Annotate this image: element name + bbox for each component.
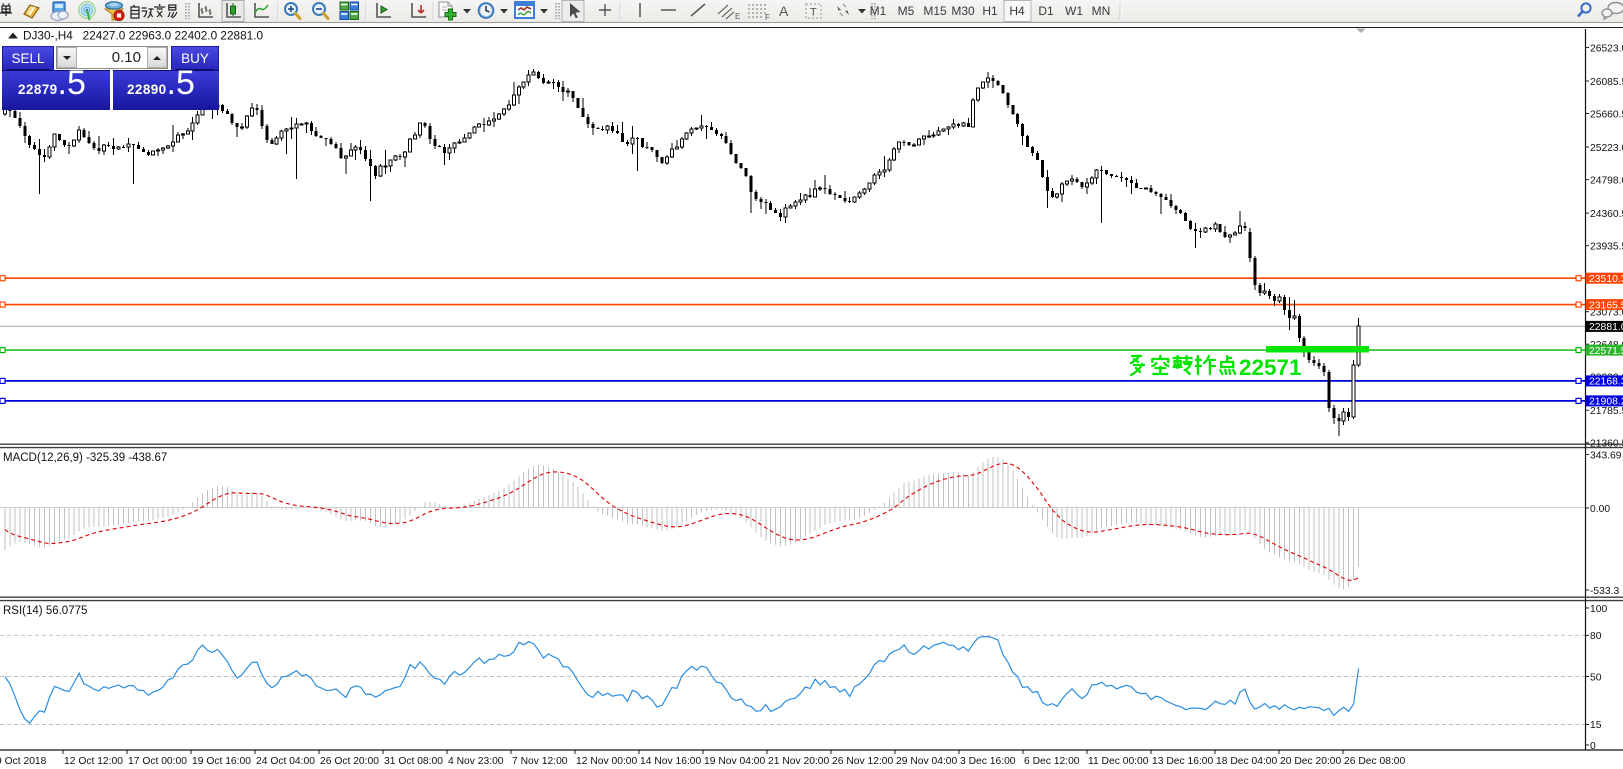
svg-text:31 Oct 08:00: 31 Oct 08:00	[384, 756, 443, 767]
svg-text:23165.5: 23165.5	[1589, 300, 1623, 311]
svg-text:F: F	[765, 13, 770, 22]
svg-text:A: A	[779, 3, 789, 19]
svg-text:0.00: 0.00	[1590, 504, 1610, 515]
svg-text:22168.3: 22168.3	[1589, 377, 1623, 388]
svg-text:29 Nov 04:00: 29 Nov 04:00	[896, 756, 958, 767]
svg-text:18 Dec 04:00: 18 Dec 04:00	[1216, 756, 1278, 767]
svg-text:12 Oct 12:00: 12 Oct 12:00	[64, 756, 123, 767]
svg-text:23073.0: 23073.0	[1590, 308, 1623, 319]
svg-text:14 Nov 16:00: 14 Nov 16:00	[640, 756, 702, 767]
svg-text:19 Oct 16:00: 19 Oct 16:00	[192, 756, 251, 767]
svg-text:-533.3: -533.3	[1590, 586, 1619, 597]
svg-text:17 Oct 00:00: 17 Oct 00:00	[128, 756, 187, 767]
svg-text:M15: M15	[923, 4, 947, 18]
svg-text:25223.0: 25223.0	[1590, 143, 1623, 154]
svg-text:24 Oct 04:00: 24 Oct 04:00	[256, 756, 315, 767]
svg-text:23510.3: 23510.3	[1589, 274, 1623, 285]
svg-text:7 Nov 12:00: 7 Nov 12:00	[512, 756, 568, 767]
svg-text:MACD(12,26,9) -325.39 -438.67: MACD(12,26,9) -325.39 -438.67	[3, 452, 167, 464]
svg-text:24798.0: 24798.0	[1590, 175, 1623, 186]
svg-text:RSI(14) 56.0775: RSI(14) 56.0775	[3, 605, 87, 617]
svg-text:22571: 22571	[1239, 355, 1302, 380]
svg-text:M5: M5	[898, 4, 915, 18]
svg-text:6 Dec 12:00: 6 Dec 12:00	[1024, 756, 1080, 767]
svg-text:E: E	[735, 12, 740, 21]
svg-text:W1: W1	[1065, 4, 1083, 18]
svg-text:23935.5: 23935.5	[1590, 241, 1623, 252]
svg-text:19 Nov 04:00: 19 Nov 04:00	[704, 756, 766, 767]
svg-text:21 Nov 20:00: 21 Nov 20:00	[768, 756, 830, 767]
svg-text:21360.5: 21360.5	[1590, 439, 1623, 450]
svg-text:24360.5: 24360.5	[1590, 209, 1623, 220]
svg-text:26 Dec 08:00: 26 Dec 08:00	[1344, 756, 1406, 767]
svg-text:343.69: 343.69	[1590, 450, 1622, 461]
svg-text:22881.0: 22881.0	[1589, 322, 1623, 333]
svg-text:25660.5: 25660.5	[1590, 109, 1623, 120]
svg-text:9 Oct 2018: 9 Oct 2018	[0, 756, 47, 767]
svg-text:4 Nov 23:00: 4 Nov 23:00	[448, 756, 504, 767]
svg-text:21908.2: 21908.2	[1589, 397, 1623, 408]
svg-text:13 Dec 16:00: 13 Dec 16:00	[1152, 756, 1214, 767]
svg-text:3 Dec 16:00: 3 Dec 16:00	[960, 756, 1016, 767]
svg-text:20 Dec 20:00: 20 Dec 20:00	[1280, 756, 1342, 767]
svg-text:12 Nov 00:00: 12 Nov 00:00	[576, 756, 638, 767]
svg-text:50: 50	[1590, 672, 1602, 683]
svg-text:M1: M1	[870, 4, 887, 18]
svg-text:D1: D1	[1038, 4, 1054, 18]
svg-text:21785.5: 21785.5	[1590, 406, 1623, 417]
svg-text:T: T	[810, 7, 817, 19]
svg-text:26 Nov 12:00: 26 Nov 12:00	[832, 756, 894, 767]
svg-text:M30: M30	[951, 4, 975, 18]
svg-text:15: 15	[1590, 720, 1602, 731]
svg-text:100: 100	[1590, 604, 1607, 615]
svg-text:26 Oct 20:00: 26 Oct 20:00	[320, 756, 379, 767]
svg-text:11 Dec 00:00: 11 Dec 00:00	[1088, 756, 1149, 767]
svg-text:0: 0	[1590, 741, 1596, 752]
svg-text:22571.5: 22571.5	[1589, 346, 1623, 357]
svg-text:26085.5: 26085.5	[1590, 77, 1623, 88]
svg-text:DJ30-,H4 22427.0 22963.0 224: DJ30-,H4 22427.0 22963.0 22402.0 22881.0	[23, 29, 264, 43]
svg-text:80: 80	[1590, 631, 1602, 642]
svg-text:H1: H1	[982, 4, 998, 18]
svg-text:MN: MN	[1092, 4, 1111, 18]
svg-text:H4: H4	[1009, 4, 1025, 18]
svg-text:26523.0: 26523.0	[1590, 43, 1623, 54]
